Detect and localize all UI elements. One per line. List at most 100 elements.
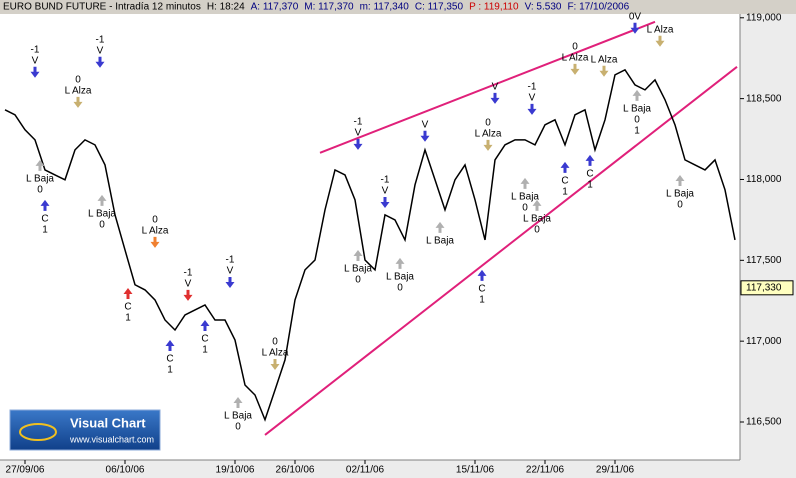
y-tick-label: 117,000	[746, 336, 782, 347]
annotation-text: V	[355, 128, 362, 139]
y-axis-panel	[740, 14, 796, 478]
trend-line	[319, 20, 656, 154]
annotation-text: -1	[184, 268, 193, 279]
annotation-text: -1	[354, 117, 363, 128]
annotation-text: V	[227, 266, 234, 277]
annotation-arrow	[225, 276, 235, 288]
annotation: -1V	[380, 175, 390, 208]
annotation-text: L Alza	[591, 54, 618, 65]
annotation-text: L Baja	[523, 213, 551, 224]
annotation-text: 0	[572, 42, 578, 53]
annotation-arrow	[560, 161, 570, 173]
annotation-arrow	[165, 340, 175, 352]
annotation-text: L Alza	[647, 24, 674, 35]
y-tick-label: 119,000	[746, 12, 782, 23]
annotation-text: L Baja	[666, 189, 694, 200]
annotation: -1V	[30, 44, 40, 78]
annotation-text: -1	[528, 81, 537, 92]
annotation-text: 1	[587, 180, 593, 191]
annotation: C1	[477, 269, 487, 305]
annotation-text: L Baja	[623, 104, 651, 115]
annotation-arrow	[30, 66, 40, 78]
x-tick-label: 29/11/06	[596, 465, 635, 476]
header-field: F: 17/10/2006	[567, 2, 629, 13]
annotation-arrow	[599, 65, 609, 77]
annotation: C1	[40, 199, 50, 235]
annotation-text: L Alza	[65, 86, 92, 97]
annotation-arrow	[632, 89, 642, 101]
annotation-text: 0V	[629, 11, 642, 22]
y-tick-label: 117,500	[746, 255, 782, 266]
annotation-text: V	[97, 45, 104, 56]
annotation-text: 1	[202, 345, 208, 356]
annotation-text: 0	[75, 75, 81, 86]
annotation: -1V	[183, 268, 193, 301]
header-field: C: 117,350	[415, 2, 464, 13]
annotation: 0V	[629, 11, 642, 34]
annotation-arrow	[483, 139, 493, 151]
trend-line	[264, 65, 738, 436]
header-bar	[0, 0, 796, 14]
annotation: C1	[560, 161, 570, 197]
annotation-arrow	[520, 177, 530, 189]
logo-icon	[19, 423, 57, 441]
annotation-text: L Alza	[562, 53, 589, 64]
annotation: 0L Alza	[142, 215, 169, 248]
header-field: H: 18:24	[207, 2, 245, 13]
x-tick-label: 22/11/06	[526, 465, 565, 476]
header-field: EURO BUND FUTURE - Intradía 12 minutos	[3, 2, 201, 13]
x-tick-label: 27/09/06	[6, 465, 45, 476]
annotation-text: V	[422, 119, 429, 130]
x-axis-panel	[0, 460, 740, 478]
annotation-arrow	[353, 138, 363, 150]
annotation-text: L Alza	[262, 348, 289, 359]
y-tick-label: 118,500	[746, 93, 782, 104]
x-tick-label: 26/10/06	[276, 465, 315, 476]
annotation-arrow	[200, 319, 210, 331]
header-field: A: 117,370	[251, 2, 299, 13]
annotation-arrow	[675, 174, 685, 186]
x-tick-label: 19/10/06	[216, 465, 255, 476]
annotation: -1V	[225, 255, 235, 288]
annotation-arrow	[95, 56, 105, 68]
annotation: L Alza	[591, 54, 618, 77]
annotation-text: 0	[152, 215, 158, 226]
annotation-arrow	[97, 194, 107, 206]
annotation-text: L Alza	[475, 129, 502, 140]
annotation-text: 1	[562, 186, 568, 197]
last-price-label: 117,330	[746, 282, 782, 293]
annotation-text: L Baja	[344, 264, 372, 275]
annotation-text: 0	[37, 185, 43, 196]
header-field: m: 117,340	[360, 2, 410, 13]
annotation-text: L Baja	[511, 191, 539, 202]
annotation-text: C	[124, 302, 131, 313]
annotation-text: V	[492, 81, 499, 92]
annotation-text: L Alza	[142, 226, 169, 237]
annotation: V	[420, 119, 430, 142]
annotation-text: 1	[634, 126, 640, 137]
annotation-text: V	[529, 92, 536, 103]
annotation-text: V	[382, 186, 389, 197]
x-tick-label: 02/11/06	[346, 465, 385, 476]
annotation-text: L Baja	[426, 235, 454, 246]
y-tick-label: 116,500	[746, 417, 782, 428]
annotation-text: 0	[235, 422, 241, 433]
annotation-arrow	[35, 159, 45, 171]
annotation-text: C	[166, 354, 173, 365]
annotation: 0L Alza	[262, 337, 289, 370]
annotation-arrow	[380, 196, 390, 208]
annotation: 0L Alza	[65, 75, 92, 108]
annotation: L Baja	[426, 221, 454, 246]
annotation: V	[490, 81, 500, 104]
annotation: C1	[200, 319, 210, 356]
annotation-text: V	[185, 279, 192, 290]
annotation: -1V	[353, 117, 363, 150]
header-field: V: 5.530	[525, 2, 562, 13]
annotation-text: L Baja	[386, 272, 414, 283]
